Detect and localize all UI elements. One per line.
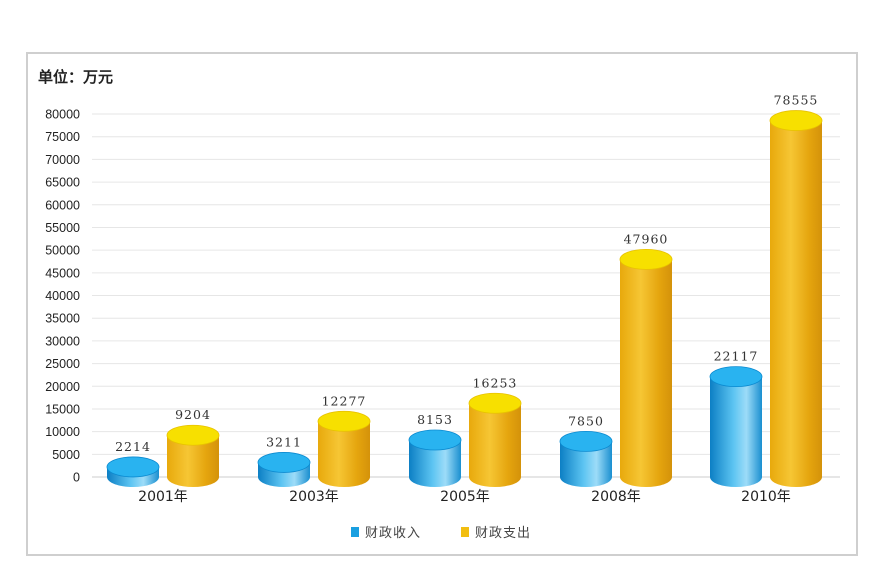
bar — [709, 366, 763, 487]
bar-body — [167, 435, 219, 487]
bar-cap — [468, 392, 522, 414]
bar — [317, 410, 371, 487]
x-axis: 2001年 2003年 2005年 2008年 2010年 — [138, 489, 791, 505]
bar — [468, 392, 522, 487]
bar-cap — [559, 430, 613, 452]
data-label: 22117 — [714, 349, 759, 364]
y-tick-label: 25000 — [45, 357, 80, 371]
bar-cap — [769, 110, 823, 131]
x-tick-label: 2010年 — [741, 489, 791, 505]
legend-swatch — [461, 527, 469, 537]
x-tick-label: 2008年 — [591, 489, 641, 505]
bar-body — [469, 403, 521, 487]
bar-cap — [257, 452, 311, 473]
y-tick-label: 30000 — [45, 334, 80, 348]
bar-body — [318, 421, 370, 487]
data-label: 16253 — [473, 375, 518, 390]
data-label: 8153 — [417, 412, 453, 427]
x-tick-label: 2005年 — [440, 489, 490, 505]
data-label: 7850 — [568, 413, 604, 428]
y-tick-label: 75000 — [45, 130, 80, 144]
legend: 财政收入 财政支出 — [351, 526, 531, 541]
y-tick-label: 80000 — [45, 108, 80, 122]
data-label: 9204 — [175, 407, 211, 422]
legend-label: 财政收入 — [365, 526, 421, 541]
bar — [619, 248, 673, 487]
y-tick-label: 40000 — [45, 289, 80, 303]
data-labels: 2214 9204 3211 12277 8153 16253 7850 47960 22117… — [115, 93, 819, 454]
y-tick-label: 5000 — [52, 448, 80, 462]
y-tick-label: 60000 — [45, 198, 80, 212]
bar — [559, 430, 613, 487]
y-tick-label: 35000 — [45, 312, 80, 326]
data-label: 2214 — [115, 439, 151, 454]
bars-layer — [106, 110, 823, 487]
y-tick-label: 0 — [73, 471, 80, 485]
bar-cap — [166, 424, 220, 446]
y-tick-label: 70000 — [45, 153, 80, 167]
bar-body — [409, 440, 461, 487]
data-label: 3211 — [266, 434, 302, 449]
bar — [408, 429, 462, 487]
bar — [166, 424, 220, 487]
bar — [769, 110, 823, 487]
y-axis: 0 5000 10000 15000 20000 25000 30000 35000 40000… — [45, 108, 80, 485]
data-label: 78555 — [774, 93, 819, 108]
grid-layer — [92, 113, 840, 478]
y-tick-label: 55000 — [45, 221, 80, 235]
legend-item: 财政支出 — [461, 526, 531, 541]
legend-label: 财政支出 — [475, 526, 531, 541]
y-tick-label: 20000 — [45, 380, 80, 394]
data-label: 47960 — [624, 231, 669, 246]
y-tick-label: 65000 — [45, 176, 80, 190]
bar-cap — [709, 366, 763, 388]
x-tick-label: 2001年 — [138, 489, 188, 505]
y-tick-label: 50000 — [45, 244, 80, 258]
bar-body — [560, 441, 612, 487]
unit-label: 单位：万元 — [38, 68, 114, 86]
bar-body — [620, 259, 672, 487]
bar — [257, 452, 311, 487]
bar-cap — [317, 410, 371, 432]
bar-body — [710, 376, 762, 487]
data-label: 12277 — [322, 393, 367, 408]
y-tick-label: 45000 — [45, 266, 80, 280]
bar-cap — [408, 429, 462, 451]
legend-swatch — [351, 527, 359, 537]
bar-cap — [619, 248, 673, 270]
bar-body — [770, 120, 822, 487]
x-tick-label: 2003年 — [289, 489, 339, 505]
legend-item: 财政收入 — [351, 526, 421, 541]
y-tick-label: 10000 — [45, 425, 80, 439]
bar — [106, 456, 160, 487]
bar-cap — [106, 456, 160, 478]
y-tick-label: 15000 — [45, 402, 80, 416]
